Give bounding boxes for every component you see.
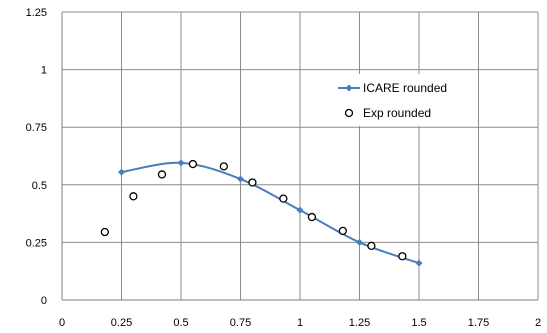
x-tick-label: 1.25 — [349, 317, 370, 329]
y-tick-label: 0.5 — [32, 180, 47, 192]
axes — [61, 12, 538, 301]
exp-point — [338, 226, 347, 236]
x-tick-label: 1.75 — [468, 317, 489, 329]
exp-point — [188, 159, 198, 169]
legend-background — [332, 74, 456, 126]
icare-point — [177, 159, 185, 167]
icare-point — [356, 238, 363, 246]
x-tick-label: 2 — [535, 317, 541, 329]
y-tick-labels: 0 0.25 0.5 0.75 1 1.25 — [26, 7, 47, 307]
grid-lines — [62, 11, 539, 300]
icare-point — [296, 206, 304, 214]
exp-point — [157, 170, 167, 179]
x-tick-label: 0 — [59, 317, 65, 329]
icare-point — [415, 259, 423, 267]
x-tick-labels: 0 0.25 0.5 0.75 1 1.25 1.5 1.75 2 — [59, 317, 541, 329]
y-tick-label: 1.25 — [26, 7, 47, 19]
y-tick-label: 0.25 — [26, 237, 47, 249]
data-series — [100, 159, 423, 267]
exp-point — [129, 192, 138, 201]
x-tick-label: 0.25 — [111, 317, 132, 329]
exp-point — [279, 194, 288, 203]
x-tick-label: 1.5 — [411, 317, 426, 329]
legend: ICARE rounded Exp rounded — [332, 74, 456, 126]
exp-point — [248, 178, 257, 187]
x-tick-label: 0.5 — [173, 317, 188, 329]
icare-point — [237, 175, 244, 183]
exp-point — [219, 162, 228, 171]
exp-point — [307, 212, 317, 222]
legend-icare-marker — [345, 84, 353, 92]
x-tick-label: 0.75 — [230, 317, 251, 329]
exp-point — [367, 241, 376, 251]
icare-point — [118, 168, 125, 176]
y-tick-label: 1 — [41, 65, 47, 77]
x-tick-label: 1 — [297, 317, 303, 329]
legend-exp-marker — [344, 108, 354, 118]
legend-exp-label: Exp rounded — [363, 106, 431, 120]
legend-icare-label: ICARE rounded — [363, 81, 447, 95]
y-tick-label: 0.75 — [26, 122, 47, 134]
y-tick-label: 0 — [41, 295, 47, 307]
exp-point — [100, 227, 109, 237]
exp-point — [398, 252, 407, 261]
